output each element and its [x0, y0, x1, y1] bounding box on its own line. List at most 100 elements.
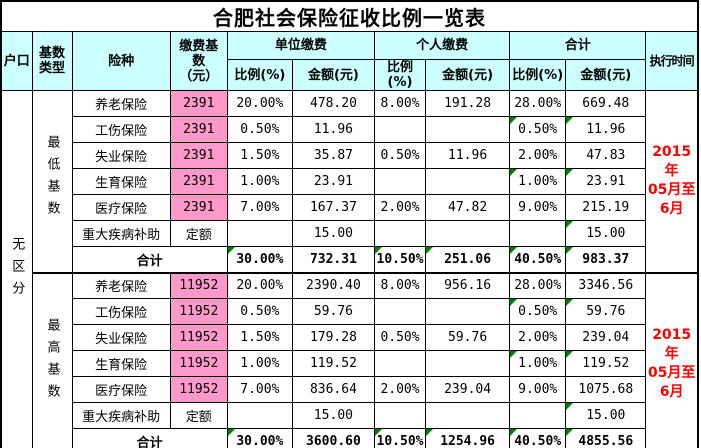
base-value: 11952 [169, 324, 228, 351]
total-amt: 4855.56 [565, 428, 647, 448]
total-pct [509, 402, 567, 429]
total-amt: 23.91 [565, 168, 647, 195]
personal-pct: 2.00% [373, 194, 427, 221]
cell-value: 10.50% [376, 251, 424, 267]
personal-amt [425, 350, 511, 377]
cell-value: 30.00% [236, 433, 284, 448]
unit-pct: 1.50% [226, 142, 293, 169]
cell-corner-marker-icon [228, 429, 235, 436]
cell-corner-marker-icon [426, 429, 434, 436]
cell-corner-marker-icon [566, 429, 574, 436]
row-label: 工伤保险 [71, 298, 171, 325]
unit-amt: 179.28 [291, 324, 375, 351]
personal-amt: 11.96 [425, 142, 511, 169]
cell-value: 59.76 [586, 304, 626, 319]
table-row: 生育保险 2391 1.00% 23.91 1.00% 23.91 [1, 168, 698, 195]
col-header-total-group: 合计 [509, 31, 647, 60]
personal-amt: 59.76 [425, 324, 511, 351]
table-row: 医疗保险 2391 7.00% 167.37 2.00% 47.82 9.00%… [1, 194, 698, 221]
personal-amt [425, 116, 511, 143]
total-amt: 15.00 [565, 220, 647, 247]
row-label: 养老保险 [71, 271, 171, 299]
row-label: 生育保险 [71, 350, 171, 377]
cell-value: 4855.56 [578, 433, 634, 448]
table-row: 无区分 最低基数 养老保险 2391 20.00% 478.20 8.00% 1… [0, 90, 699, 448]
hukou-value-cell: 无区分 [0, 90, 33, 448]
col-header-personal-group: 个人缴费 [373, 31, 511, 60]
cell-corner-marker-icon [228, 247, 235, 254]
col-header-total-pct: 比例(%) [509, 59, 567, 91]
unit-amt: 3600.60 [291, 428, 375, 448]
unit-pct: 20.00% [226, 271, 293, 299]
table-row: 失业保险 11952 1.50% 179.28 0.50% 59.76 2.00… [1, 324, 698, 351]
exec-period: 2015年 05月至 6月 [647, 326, 696, 400]
cell-corner-marker-icon [510, 169, 518, 176]
cell-corner-marker-icon [375, 429, 382, 436]
unit-amt: 15.00 [291, 220, 375, 247]
unit-amt: 15.00 [291, 402, 375, 429]
total-pct [509, 220, 567, 247]
personal-pct: 8.00% [373, 271, 427, 299]
unit-amt: 11.96 [291, 116, 375, 143]
unit-pct: 7.00% [226, 376, 293, 403]
total-pct: 2.00% [509, 142, 567, 169]
total-pct: 9.00% [509, 194, 567, 221]
base-value: 11952 [169, 271, 228, 299]
cell-value: 40.50% [514, 433, 562, 448]
cell-value: 40.50% [514, 251, 562, 267]
unit-amt: 478.20 [291, 90, 375, 117]
base-type-label: 最低基数 [44, 135, 60, 224]
personal-pct [373, 350, 427, 377]
personal-pct [373, 168, 427, 195]
unit-amt: 167.37 [291, 194, 375, 221]
row-label: 养老保险 [71, 90, 171, 117]
unit-pct: 30.00% [226, 246, 293, 273]
total-row-label: 合计 [71, 428, 228, 448]
cell-value: 15.00 [586, 408, 626, 423]
base-value: 定额 [169, 402, 228, 429]
table-row: 最高基数 养老保险 11952 20.00% 2390.40 8.00% 956… [1, 271, 699, 448]
cell-corner-marker-icon [566, 169, 574, 176]
exec-period-cell: 2015年 05月至 6月 [645, 90, 699, 273]
cell-value: 0.50% [518, 122, 558, 137]
total-amt: 1075.68 [565, 376, 647, 403]
cell-corner-marker-icon [566, 247, 574, 254]
total-pct: 28.00% [509, 271, 567, 299]
col-header-personal-amt: 金额(元) [425, 59, 511, 91]
unit-pct: 0.50% [226, 116, 293, 143]
page-title: 合肥社会保险征收比例一览表 [1, 1, 698, 32]
unit-pct: 0.50% [226, 298, 293, 325]
total-pct: 0.50% [509, 298, 567, 325]
unit-pct: 1.00% [226, 168, 293, 195]
personal-pct: 10.50% [373, 428, 427, 448]
cell-corner-marker-icon [510, 429, 518, 436]
total-pct: 1.00% [509, 168, 567, 195]
table-row: 重大疾病补助 定额 15.00 15.00 [1, 220, 698, 247]
table-row: 工伤保险 11952 0.50% 59.76 0.50% 59.76 [1, 298, 698, 325]
cell-value: 30.00% [236, 251, 284, 267]
cell-corner-marker-icon [566, 351, 574, 358]
base-value: 2391 [169, 142, 228, 169]
unit-amt: 836.64 [291, 376, 375, 403]
row-label: 医疗保险 [71, 194, 171, 221]
subtotal-row: 合计 30.00% 732.31 10.50% 251.06 40.50% 98… [1, 246, 698, 273]
cell-corner-marker-icon [375, 247, 382, 254]
cell-corner-marker-icon [510, 117, 518, 124]
cell-value: 15.00 [586, 226, 626, 241]
base-type-cell: 最高基数 [31, 271, 73, 448]
row-label: 生育保险 [71, 168, 171, 195]
unit-amt: 35.87 [291, 142, 375, 169]
unit-amt: 59.76 [291, 298, 375, 325]
base-value: 定额 [169, 220, 228, 247]
total-pct: 1.00% [509, 350, 567, 377]
table-row: 工伤保险 2391 0.50% 11.96 0.50% 11.96 [1, 116, 698, 143]
base-value: 11952 [169, 298, 228, 325]
row-label: 医疗保险 [71, 376, 171, 403]
base-value: 2391 [169, 168, 228, 195]
col-header-base: 缴费基 数 （元） [169, 31, 228, 91]
total-pct: 0.50% [509, 116, 567, 143]
personal-amt: 956.16 [425, 271, 511, 299]
table-row: 生育保险 11952 1.00% 119.52 1.00% 119.52 [1, 350, 698, 377]
col-header-total-amt: 金额(元) [565, 59, 647, 91]
unit-pct: 7.00% [226, 194, 293, 221]
